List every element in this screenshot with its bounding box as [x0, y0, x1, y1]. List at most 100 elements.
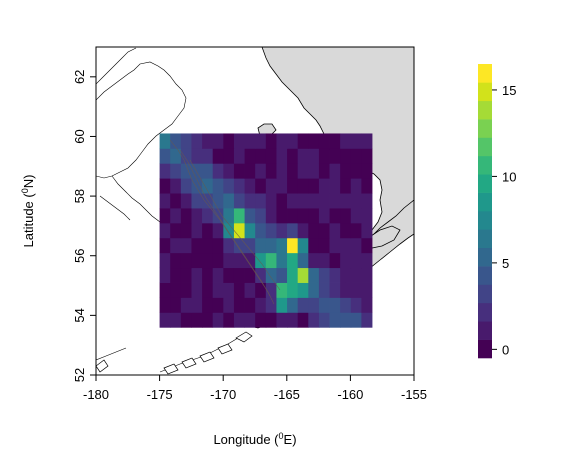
- heatmap-cell: [350, 208, 362, 224]
- heatmap-cell: [276, 208, 288, 224]
- heatmap-cell: [191, 148, 203, 164]
- heatmap-cell: [329, 208, 341, 224]
- heatmap-cell: [170, 282, 182, 298]
- heatmap-cell: [276, 297, 288, 313]
- heatmap-cell: [276, 133, 288, 149]
- heatmap-cell: [223, 208, 235, 224]
- heatmap-cell: [329, 148, 341, 164]
- x-tick-label: -170: [210, 387, 236, 402]
- heatmap-cell: [287, 148, 299, 164]
- heatmap-cell: [202, 208, 214, 224]
- heatmap-cell: [191, 163, 203, 179]
- heatmap-cell: [159, 252, 171, 269]
- heatmap-cell: [191, 133, 203, 149]
- heatmap-cell: [255, 237, 267, 254]
- heatmap-cell: [223, 267, 235, 283]
- heatmap-cell: [233, 267, 245, 283]
- heatmap-cell: [361, 178, 373, 194]
- heatmap-cell: [255, 148, 267, 164]
- heatmap-cell: [233, 312, 245, 328]
- y-axis: 52 54 56 58 60 62: [72, 70, 96, 382]
- heatmap-cell: [233, 237, 245, 254]
- heatmap-cell: [170, 297, 182, 313]
- heatmap-cell: [255, 163, 267, 179]
- y-tick-label: 58: [72, 189, 87, 203]
- heatmap-cell: [361, 252, 373, 269]
- heatmap-cell: [361, 237, 373, 254]
- heatmap-cell: [233, 133, 245, 149]
- heatmap-cell: [297, 148, 309, 164]
- heatmap-cell: [276, 237, 288, 254]
- heatmap-cell: [223, 178, 235, 194]
- plot-border: [95, 46, 415, 376]
- heatmap-cell: [244, 282, 256, 298]
- kodiak-island: [367, 225, 401, 249]
- heatmap-cell: [340, 193, 352, 209]
- heatmap-cell: [202, 178, 214, 194]
- heatmap-cell: [265, 267, 277, 283]
- heatmap-cell: [170, 222, 182, 239]
- heatmap-cell: [297, 163, 309, 179]
- heatmap-cell: [223, 133, 235, 149]
- heatmap-cell: [244, 252, 256, 269]
- heatmap-cell: [170, 237, 182, 254]
- heatmap-cell: [276, 252, 288, 269]
- heatmap-cell: [287, 193, 299, 209]
- heatmap-cell: [244, 163, 256, 179]
- colorbar-segment: [478, 137, 492, 157]
- heatmap-cell: [223, 163, 235, 179]
- colorbar-tick-label: 0: [502, 342, 509, 357]
- heatmap-cell: [180, 163, 192, 179]
- heatmap-cell: [212, 178, 224, 194]
- heatmap-cell: [350, 282, 362, 298]
- heatmap-cell: [212, 193, 224, 209]
- heatmap-cell: [350, 163, 362, 179]
- heatmap-cell: [287, 312, 299, 328]
- heatmap-cell: [318, 208, 330, 224]
- heatmap-cell: [350, 312, 362, 328]
- heatmap-cell: [265, 163, 277, 179]
- heatmap-cell: [350, 178, 362, 194]
- heatmap-cell: [223, 282, 235, 298]
- colorbar-segment: [478, 211, 492, 230]
- heatmap-cell: [170, 208, 182, 224]
- heatmap-cell: [340, 133, 352, 149]
- heatmap-cell: [318, 133, 330, 149]
- heatmap-cell: [233, 148, 245, 164]
- heatmap-cell: [329, 252, 341, 269]
- heatmap-cell: [191, 237, 203, 254]
- heatmap-cell: [297, 208, 309, 224]
- heatmap-cell: [212, 163, 224, 179]
- heatmap-cell: [308, 178, 320, 194]
- heatmap-cell: [170, 312, 182, 328]
- heatmap-cell: [318, 267, 330, 283]
- heatmap-cell: [329, 178, 341, 194]
- heatmap-cell: [233, 252, 245, 269]
- heatmap-cell: [159, 208, 171, 224]
- heatmap-cell: [276, 222, 288, 239]
- heatmap-cell: [276, 282, 288, 298]
- heatmap-cell: [329, 193, 341, 209]
- colorbar-segment: [478, 302, 492, 322]
- heatmap-cell: [340, 178, 352, 194]
- heatmap-cell: [244, 297, 256, 313]
- heatmap-cell: [308, 237, 320, 254]
- heatmap-cell: [212, 312, 224, 328]
- heatmap-cell: [276, 312, 288, 328]
- heatmap-cell: [212, 237, 224, 254]
- heatmap-cell: [212, 148, 224, 164]
- heatmap-cell: [287, 133, 299, 149]
- heatmap-cell: [255, 267, 267, 283]
- heatmap-cell: [361, 222, 373, 239]
- heatmap-cell: [361, 208, 373, 224]
- colorbar-segment: [478, 247, 492, 267]
- heatmap-cell: [308, 297, 320, 313]
- y-tick-label: 62: [72, 70, 87, 84]
- colorbar-segment: [478, 174, 492, 193]
- heatmap-cell: [361, 163, 373, 179]
- heatmap-cell: [297, 252, 309, 269]
- heatmap-cell: [329, 222, 341, 239]
- heatmap-cell: [318, 252, 330, 269]
- heatmap-cell: [318, 222, 330, 239]
- heatmap-cell: [233, 193, 245, 209]
